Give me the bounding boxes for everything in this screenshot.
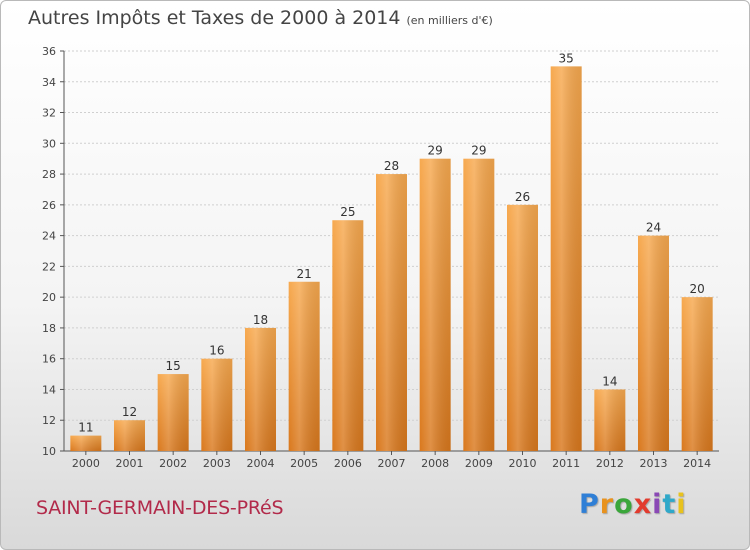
chart-title-text: Autres Impôts et Taxes de 2000 à 2014 xyxy=(28,7,401,29)
bar-value-label: 28 xyxy=(384,159,399,173)
x-tick-label: 2010 xyxy=(509,457,537,470)
bars xyxy=(70,66,713,452)
bar-shine xyxy=(245,327,276,451)
bar-shine xyxy=(157,374,189,451)
x-tick-label: 2004 xyxy=(247,457,275,470)
x-tick-label: 2011 xyxy=(552,457,580,470)
bar-shine xyxy=(376,174,407,452)
y-tick-label: 32 xyxy=(42,107,56,120)
x-tick-label: 2013 xyxy=(640,457,668,470)
bar-value-label: 21 xyxy=(297,267,312,281)
x-tick-label: 2014 xyxy=(683,457,711,470)
bar-shine xyxy=(550,66,582,451)
logo-letter: o xyxy=(614,489,634,520)
x-tick-label: 2012 xyxy=(596,457,624,470)
logo-letter: i xyxy=(652,489,663,520)
x-tick-label: 2002 xyxy=(159,457,187,470)
bar-shine xyxy=(638,235,669,451)
logo-letter: x xyxy=(633,489,653,520)
x-tick-label: 2008 xyxy=(421,457,449,470)
bar-shine xyxy=(288,281,320,451)
bar-value-label: 29 xyxy=(428,144,443,158)
bar-value-label: 25 xyxy=(340,205,355,219)
bar-value-label: 11 xyxy=(78,421,93,435)
bar-shine xyxy=(419,158,451,451)
logo-letter: i xyxy=(676,489,687,520)
bar-value-label: 15 xyxy=(166,359,181,373)
y-tick-label: 16 xyxy=(42,353,56,366)
y-tick-label: 36 xyxy=(42,45,56,58)
y-tick-label: 14 xyxy=(42,383,56,396)
chart-title: Autres Impôts et Taxes de 2000 à 2014 (en… xyxy=(28,7,493,29)
y-tick-label: 34 xyxy=(42,76,56,89)
y-tick-label: 28 xyxy=(42,168,56,181)
x-tick-label: 2006 xyxy=(334,457,362,470)
x-tick-label: 2000 xyxy=(72,457,100,470)
bar-shine xyxy=(681,297,713,451)
bar-value-label: 18 xyxy=(253,313,268,327)
y-tick-label: 22 xyxy=(42,260,56,273)
y-tick-label: 18 xyxy=(42,322,56,335)
logo-letter: r xyxy=(599,489,615,520)
chart-unit: (en milliers d'€) xyxy=(406,14,493,27)
bar-shine xyxy=(70,435,102,451)
bar-value-label: 16 xyxy=(209,344,224,358)
bar-shine xyxy=(594,389,626,451)
bar-value-label: 14 xyxy=(602,374,617,388)
y-tick-label: 26 xyxy=(42,199,56,212)
bar-shine xyxy=(463,158,495,451)
x-tick-label: 2003 xyxy=(203,457,231,470)
data-labels: 11 12 15 16 18 21 25 28 29 29 26 35 14 24 20 xyxy=(78,51,705,434)
bar-value-label: 20 xyxy=(690,282,705,296)
y-tick-label: 20 xyxy=(42,291,56,304)
x-tick-label: 2007 xyxy=(378,457,406,470)
bar-shine xyxy=(507,204,538,451)
y-tick-label: 10 xyxy=(42,445,56,458)
bar-value-label: 29 xyxy=(471,144,486,158)
bar-shine xyxy=(332,220,364,451)
bar-value-label: 24 xyxy=(646,221,661,235)
proxiti-logo: Proxiti xyxy=(579,489,687,520)
logo-letter: t xyxy=(662,489,677,520)
y-tick-label: 30 xyxy=(42,137,56,150)
bar-shine xyxy=(114,420,145,451)
x-tick-label: 2001 xyxy=(116,457,144,470)
y-tick-label: 24 xyxy=(42,230,56,243)
bar-value-label: 12 xyxy=(122,405,137,419)
bar-value-label: 26 xyxy=(515,190,530,204)
x-tick-label: 2009 xyxy=(465,457,493,470)
x-tick-label: 2005 xyxy=(290,457,318,470)
bar-value-label: 35 xyxy=(559,51,574,65)
logo-letter: P xyxy=(579,489,600,520)
y-tick-label: 12 xyxy=(42,414,56,427)
bar-shine xyxy=(201,358,233,451)
commune-name: SAINT-GERMAIN-DES-PRéS xyxy=(36,497,284,519)
axes: 10 12 14 16 18 20 22 24 26 28 30 32 34 36 2000 2001 2002… xyxy=(42,45,719,470)
